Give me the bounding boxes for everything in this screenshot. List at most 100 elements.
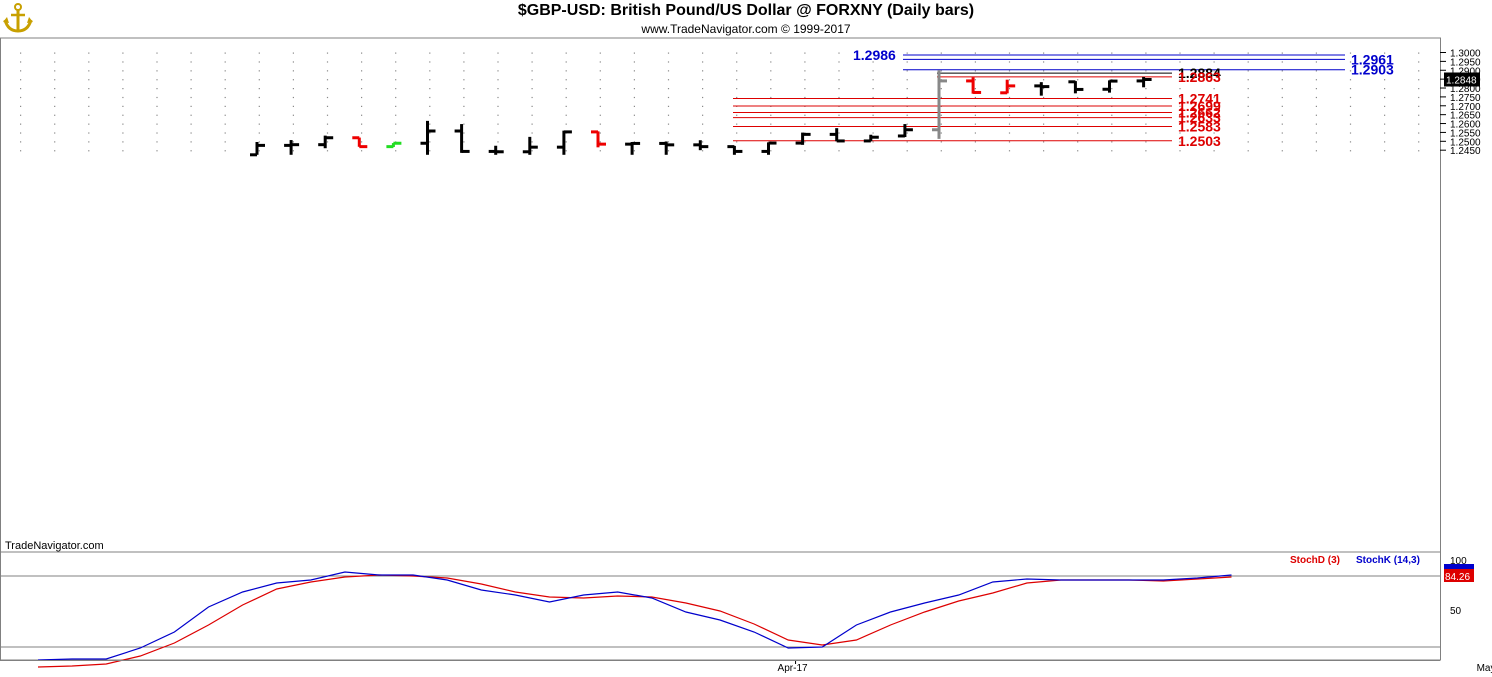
grid-dot [1349, 105, 1352, 107]
grid-dot [1315, 88, 1317, 90]
price-tick-label: 1.2900 [1450, 66, 1481, 77]
grid-dot [633, 123, 635, 125]
grid-dot [1111, 141, 1113, 143]
grid-dot [122, 79, 124, 81]
grid-dot [429, 70, 431, 72]
grid-dot [1077, 132, 1079, 134]
grid-dot [1179, 96, 1181, 99]
grid-dot [565, 150, 567, 152]
grid-dot [702, 141, 704, 143]
grid-dot [224, 150, 226, 152]
grid-dot [258, 52, 260, 54]
grid-dot [1418, 105, 1420, 107]
price-tick-label: 1.2750 [1450, 93, 1481, 104]
grid-dot [122, 88, 124, 90]
grid-dot [497, 52, 499, 54]
grid-dot [122, 61, 124, 63]
ohlc-bar [1000, 79, 1016, 95]
grid-dot [224, 123, 226, 125]
grid-dot [838, 79, 840, 81]
grid-dot [156, 123, 158, 125]
grid-dot [292, 150, 294, 152]
grid-dot [906, 70, 908, 72]
grid-dot [190, 150, 192, 152]
grid-dot [736, 88, 738, 90]
grid-dot [326, 141, 329, 143]
anchor-logo-icon [3, 3, 33, 33]
price-grid [0, 37, 1441, 553]
grid-dot [906, 52, 908, 54]
level-label: 1.2741 [1178, 90, 1221, 106]
ohlc-bar [454, 124, 470, 153]
grid-dot [361, 88, 363, 90]
grid-dot [20, 79, 22, 81]
grid-dot [667, 105, 670, 107]
grid-dot [292, 114, 294, 116]
grid-dot [531, 123, 533, 125]
grid-dot [1043, 132, 1045, 134]
stoch-k-legend: StochK (14,3) [1356, 555, 1420, 566]
grid-dot [190, 114, 192, 116]
grid-dot [1384, 141, 1386, 143]
grid-dot [54, 52, 56, 54]
grid-dot [804, 79, 806, 81]
grid-dot [326, 52, 329, 54]
grid-dot [565, 141, 567, 143]
grid-dot [1145, 52, 1147, 54]
grid-dot [940, 132, 942, 134]
grid-dot [463, 105, 465, 107]
grid-dot [122, 123, 124, 125]
grid-dot [531, 114, 533, 116]
grid-dot [974, 132, 976, 134]
grid-dot [361, 141, 363, 143]
grid-dot [224, 88, 226, 90]
grid-dot [190, 96, 192, 99]
grid-dot [633, 52, 635, 54]
grid-dot [1418, 79, 1420, 81]
grid-dot [599, 52, 601, 54]
grid-dot [1213, 114, 1215, 116]
price-tick-label: 1.2650 [1450, 111, 1481, 122]
grid-dot [770, 61, 772, 63]
grid-dot [1247, 141, 1249, 143]
grid-dot [667, 52, 670, 54]
price-tick-label: 1.2450 [1450, 146, 1481, 157]
grid-dot [872, 132, 874, 134]
grid-dot [633, 70, 635, 72]
grid-dot [1315, 132, 1317, 134]
grid-dot [667, 123, 670, 125]
grid-dot [1349, 96, 1352, 99]
grid-dot [1315, 105, 1317, 107]
grid-dot [736, 52, 738, 54]
grid-dot [702, 105, 704, 107]
grid-dot [1145, 141, 1147, 143]
grid-dot [599, 88, 601, 90]
grid-dot [122, 52, 124, 54]
grid-dot [906, 79, 908, 81]
grid-dot [1247, 88, 1249, 90]
grid-dot [565, 79, 567, 81]
grid-dot [326, 96, 329, 99]
grid-dot [361, 79, 363, 81]
grid-dot [633, 132, 635, 134]
grid-dot [633, 88, 635, 90]
grid-dot [326, 132, 329, 134]
grid-dot [497, 61, 499, 63]
grid-dot [1213, 105, 1215, 107]
grid-dot [599, 141, 601, 143]
grid-dot [1008, 61, 1011, 63]
grid-dot [702, 96, 704, 99]
grid-dot [463, 123, 465, 125]
grid-dot [88, 141, 90, 143]
grid-dot [1384, 79, 1386, 81]
grid-dot [1043, 123, 1045, 125]
grid-dot [326, 88, 329, 90]
ohlc-bar [693, 140, 709, 151]
grid-dot [395, 79, 397, 81]
grid-dot [292, 123, 294, 125]
grid-dot [1043, 79, 1045, 81]
grid-dot [156, 88, 158, 90]
grid-dot [395, 123, 397, 125]
grid-dot [565, 114, 567, 116]
grid-dot [1349, 132, 1352, 134]
